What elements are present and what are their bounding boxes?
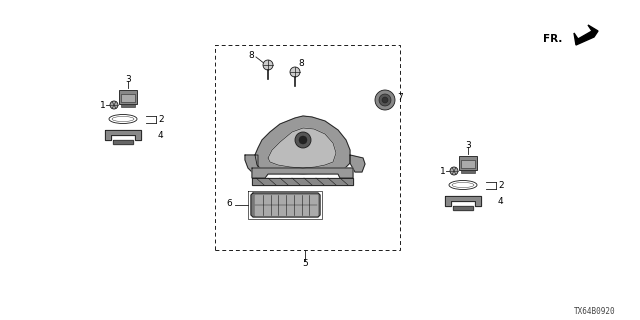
Bar [121,94,135,102]
Polygon shape [350,155,365,172]
Text: FR.: FR. [543,34,562,44]
Text: TX64B0920: TX64B0920 [574,308,616,316]
Circle shape [450,167,458,175]
Circle shape [295,132,311,148]
Circle shape [382,97,388,103]
Polygon shape [445,196,481,206]
Bar [461,160,475,168]
Text: 6: 6 [227,199,232,209]
Text: 4: 4 [158,131,164,140]
Circle shape [379,94,391,106]
Polygon shape [245,155,258,172]
Bar [459,156,477,170]
Polygon shape [252,168,353,178]
Text: 4: 4 [498,196,504,205]
Polygon shape [251,193,320,217]
Text: 8: 8 [248,52,254,60]
Bar [461,170,475,173]
Polygon shape [252,178,353,185]
Text: 8: 8 [298,59,304,68]
Polygon shape [574,25,598,45]
Text: 7: 7 [397,93,403,102]
Text: 2: 2 [158,115,164,124]
Bar [215,45,400,250]
Circle shape [290,67,300,77]
Text: 1: 1 [440,166,446,175]
Polygon shape [268,128,336,168]
Circle shape [110,101,118,109]
Polygon shape [113,140,133,144]
Polygon shape [105,130,141,140]
Bar [119,90,137,104]
Text: 3: 3 [125,75,131,84]
Circle shape [263,60,273,70]
Polygon shape [255,195,317,215]
Polygon shape [453,206,473,210]
Text: 5: 5 [302,260,308,268]
Text: 3: 3 [465,140,471,149]
Circle shape [375,90,395,110]
Polygon shape [255,116,350,174]
Circle shape [299,136,307,144]
Text: 1: 1 [100,100,106,109]
Text: 2: 2 [498,180,504,189]
Bar [121,104,135,107]
